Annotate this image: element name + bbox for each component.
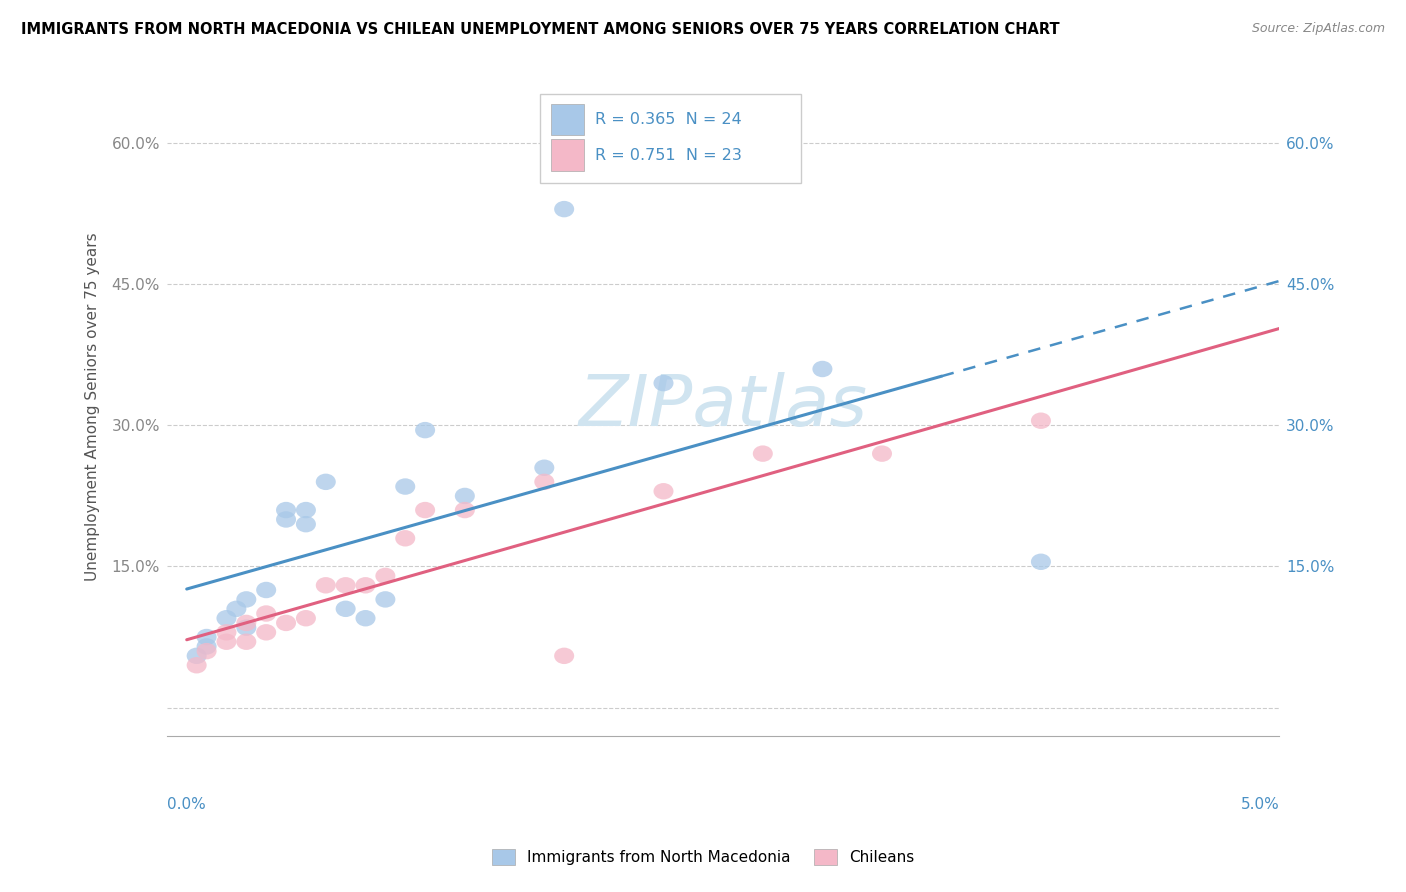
FancyBboxPatch shape — [551, 139, 583, 171]
Ellipse shape — [256, 582, 276, 599]
Ellipse shape — [752, 445, 773, 462]
Ellipse shape — [276, 502, 297, 518]
Ellipse shape — [654, 483, 673, 500]
Ellipse shape — [197, 643, 217, 659]
Ellipse shape — [813, 360, 832, 377]
Ellipse shape — [1031, 412, 1050, 429]
Text: R = 0.751  N = 23: R = 0.751 N = 23 — [595, 147, 742, 162]
Ellipse shape — [395, 530, 415, 547]
Legend: Immigrants from North Macedonia, Chileans: Immigrants from North Macedonia, Chilean… — [486, 843, 920, 871]
Ellipse shape — [256, 624, 276, 640]
Ellipse shape — [236, 619, 256, 636]
Ellipse shape — [217, 610, 236, 626]
Text: Source: ZipAtlas.com: Source: ZipAtlas.com — [1251, 22, 1385, 36]
Text: 5.0%: 5.0% — [1240, 797, 1279, 812]
Text: 0.0%: 0.0% — [167, 797, 205, 812]
Ellipse shape — [415, 422, 434, 438]
Text: ZIPatlas: ZIPatlas — [579, 372, 868, 442]
Ellipse shape — [295, 610, 316, 626]
Ellipse shape — [872, 445, 891, 462]
Ellipse shape — [276, 511, 297, 528]
Text: IMMIGRANTS FROM NORTH MACEDONIA VS CHILEAN UNEMPLOYMENT AMONG SENIORS OVER 75 YE: IMMIGRANTS FROM NORTH MACEDONIA VS CHILE… — [21, 22, 1060, 37]
Ellipse shape — [217, 633, 236, 650]
Ellipse shape — [356, 610, 375, 626]
Ellipse shape — [316, 577, 336, 593]
Ellipse shape — [187, 657, 207, 673]
Ellipse shape — [236, 591, 256, 607]
Ellipse shape — [226, 600, 246, 617]
FancyBboxPatch shape — [540, 94, 801, 183]
Ellipse shape — [295, 516, 316, 533]
Ellipse shape — [454, 502, 475, 518]
Ellipse shape — [415, 502, 434, 518]
Ellipse shape — [187, 648, 207, 664]
Ellipse shape — [276, 615, 297, 632]
Ellipse shape — [654, 375, 673, 392]
Ellipse shape — [554, 201, 574, 218]
Ellipse shape — [336, 577, 356, 593]
FancyBboxPatch shape — [551, 103, 583, 136]
Ellipse shape — [316, 474, 336, 490]
Ellipse shape — [256, 606, 276, 622]
Ellipse shape — [356, 577, 375, 593]
Ellipse shape — [1031, 554, 1050, 570]
Ellipse shape — [295, 502, 316, 518]
Ellipse shape — [375, 591, 395, 607]
Ellipse shape — [534, 459, 554, 476]
Ellipse shape — [454, 488, 475, 504]
Ellipse shape — [236, 615, 256, 632]
Ellipse shape — [554, 648, 574, 664]
Ellipse shape — [375, 567, 395, 584]
Ellipse shape — [197, 638, 217, 655]
Ellipse shape — [217, 624, 236, 640]
Ellipse shape — [534, 474, 554, 490]
Ellipse shape — [395, 478, 415, 495]
Ellipse shape — [197, 629, 217, 645]
Ellipse shape — [336, 600, 356, 617]
Ellipse shape — [236, 633, 256, 650]
Text: R = 0.365  N = 24: R = 0.365 N = 24 — [595, 112, 742, 127]
Y-axis label: Unemployment Among Seniors over 75 years: Unemployment Among Seniors over 75 years — [86, 232, 100, 581]
